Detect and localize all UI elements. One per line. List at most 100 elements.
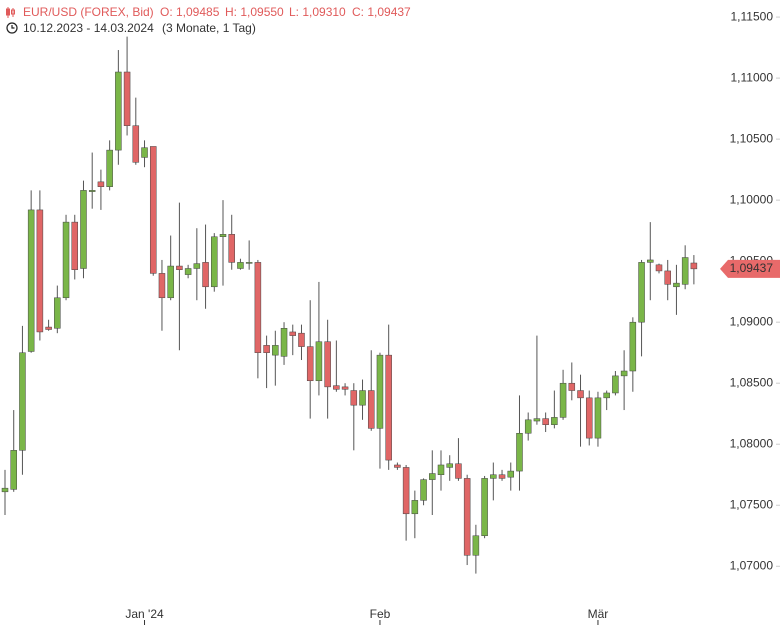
candle-body bbox=[237, 262, 244, 269]
candle-body bbox=[202, 262, 209, 288]
y-tick-label: 1,09000 bbox=[730, 314, 774, 328]
candle-body bbox=[463, 478, 471, 556]
last-price-tag bbox=[720, 259, 780, 278]
candle-body bbox=[106, 149, 113, 187]
ohlc-label: L: 1,09310 bbox=[289, 5, 346, 19]
y-tick-label: 1,11000 bbox=[731, 70, 774, 84]
candle-body bbox=[289, 331, 297, 336]
candle-body bbox=[62, 221, 70, 299]
candle-body bbox=[385, 354, 392, 461]
candle-body bbox=[446, 463, 453, 468]
candle-body bbox=[559, 382, 567, 418]
candle-body bbox=[306, 346, 314, 382]
candle-body bbox=[71, 221, 79, 270]
ohlc-label: C: 1,09437 bbox=[352, 5, 411, 19]
candle-body bbox=[36, 209, 44, 333]
candle-body bbox=[524, 419, 532, 434]
ohlc-label: H: 1,09550 bbox=[225, 5, 284, 19]
candle-body bbox=[577, 390, 584, 399]
candle-body bbox=[324, 341, 331, 388]
candle-body bbox=[664, 270, 671, 285]
x-tick-label: Feb bbox=[370, 607, 391, 621]
candle-body bbox=[341, 386, 349, 390]
candle-body bbox=[394, 464, 401, 468]
candle-body bbox=[402, 467, 410, 515]
candle-body bbox=[149, 146, 157, 274]
candle-body bbox=[272, 345, 279, 356]
candle-body bbox=[568, 382, 576, 391]
candle-body bbox=[429, 473, 436, 480]
date-range: 10.12.2023 - 14.03.2024 bbox=[23, 21, 154, 35]
candle-body bbox=[350, 390, 358, 406]
candle-body bbox=[263, 345, 270, 353]
candle-body bbox=[315, 341, 323, 382]
candle-body bbox=[472, 535, 480, 556]
candle-body bbox=[629, 321, 637, 372]
candle-body bbox=[254, 262, 262, 353]
candle-body bbox=[498, 474, 506, 479]
ohlc-label: O: 1,09485 bbox=[160, 5, 220, 19]
candle-body bbox=[376, 354, 384, 429]
candle-body bbox=[123, 71, 131, 126]
y-tick-label: 1,11500 bbox=[731, 9, 774, 23]
candle-body bbox=[176, 265, 183, 270]
candle-body bbox=[411, 500, 419, 515]
x-tick-label: Mär bbox=[588, 607, 609, 621]
y-tick-label: 1,08000 bbox=[730, 436, 774, 450]
candle-body bbox=[193, 263, 201, 269]
candle-body bbox=[603, 392, 610, 399]
y-tick-label: 1,07000 bbox=[730, 558, 774, 572]
candle-body bbox=[298, 332, 305, 347]
candle-body bbox=[359, 390, 366, 406]
candle-body bbox=[184, 268, 192, 275]
candle-body bbox=[437, 464, 445, 475]
candle-body bbox=[280, 328, 288, 357]
candle-body bbox=[54, 297, 61, 329]
candle-body bbox=[27, 209, 35, 352]
candle-body bbox=[655, 264, 663, 272]
last-price-label: 1,09437 bbox=[730, 261, 774, 275]
candle-body bbox=[141, 147, 148, 158]
candle-body bbox=[219, 234, 227, 238]
candle-body bbox=[620, 370, 628, 377]
candle-body bbox=[10, 450, 17, 490]
candle-body bbox=[690, 262, 698, 270]
candle-body bbox=[80, 190, 87, 269]
candle-body bbox=[115, 71, 122, 151]
y-tick-label: 1,10000 bbox=[730, 192, 774, 206]
candle-body bbox=[158, 273, 166, 299]
clock-icon bbox=[6, 22, 18, 34]
candle-body bbox=[211, 236, 218, 288]
candle-icon bbox=[6, 7, 15, 18]
x-tick-label: Jan '24 bbox=[125, 607, 164, 621]
candle-body bbox=[638, 262, 645, 323]
candle-body bbox=[88, 190, 96, 192]
candle-body bbox=[481, 478, 488, 537]
candle-body bbox=[132, 125, 140, 163]
candle-body bbox=[455, 463, 462, 479]
candle-body bbox=[551, 417, 558, 425]
y-tick-label: 1,08500 bbox=[730, 375, 774, 389]
candle-body bbox=[507, 470, 515, 478]
y-tick-label: 1,10500 bbox=[730, 131, 774, 145]
candle-body bbox=[612, 375, 619, 394]
candle-body bbox=[585, 397, 593, 439]
candle-body bbox=[673, 282, 680, 288]
candle-body bbox=[245, 262, 253, 264]
candle-body bbox=[594, 397, 602, 439]
candle-body bbox=[167, 265, 174, 299]
candle-body bbox=[333, 385, 340, 390]
candle-body bbox=[45, 326, 52, 330]
candle-body bbox=[490, 474, 497, 479]
candle-body bbox=[97, 181, 105, 187]
period: (3 Monate, 1 Tag) bbox=[162, 21, 256, 35]
candle-body bbox=[420, 479, 427, 501]
candle-body bbox=[542, 418, 549, 425]
candle-body bbox=[647, 259, 654, 263]
candle-body bbox=[681, 257, 689, 285]
candle-body bbox=[1, 487, 9, 493]
candle-body bbox=[228, 234, 235, 263]
y-tick-label: 1,07500 bbox=[730, 497, 774, 511]
candle-body bbox=[367, 390, 375, 429]
